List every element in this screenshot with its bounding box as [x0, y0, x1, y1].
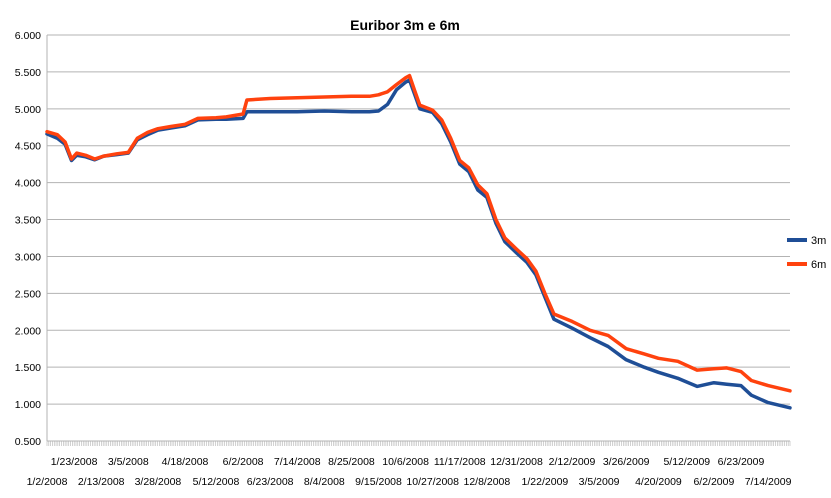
x-tick-label: 4/20/2009: [635, 476, 682, 488]
x-tick-label: 10/6/2008: [382, 456, 429, 468]
x-tick-label: 9/15/2008: [355, 476, 402, 488]
x-tick-label: 12/31/2008: [490, 456, 543, 468]
y-tick-label: 3.000: [15, 251, 41, 263]
x-tick-label: 3/5/2008: [108, 456, 149, 468]
x-tick-label: 1/23/2008: [51, 456, 98, 468]
x-tick-label: 6/23/2009: [718, 456, 765, 468]
x-tick-label: 6/2/2008: [223, 456, 264, 468]
legend-label-3m: 3m: [811, 235, 826, 247]
y-tick-label: 5.500: [15, 67, 41, 79]
x-tick-label: 1/22/2009: [522, 476, 569, 488]
x-tick-label: 11/17/2008: [434, 456, 486, 468]
y-tick-label: 2.500: [15, 288, 41, 300]
y-tick-label: 2.000: [15, 325, 41, 337]
grid-lines: [47, 34, 790, 442]
x-tick-label: 1/2/2008: [27, 476, 68, 488]
x-tick-label: 4/18/2008: [162, 456, 209, 468]
x-tick-label: 8/25/2008: [328, 456, 375, 468]
y-tick-label: 6.000: [15, 30, 41, 42]
x-tick-label: 10/27/2008: [406, 476, 459, 488]
y-tick-label: 5.000: [15, 104, 41, 116]
x-tick-label: 12/8/2008: [464, 476, 511, 488]
y-tick-label: 3.500: [15, 215, 41, 227]
x-tick-label: 3/28/2008: [135, 476, 182, 488]
y-tick-label: 1.500: [15, 362, 41, 374]
x-tick-label: 3/26/2009: [603, 456, 650, 468]
x-tick-label: 3/5/2009: [579, 476, 620, 488]
y-tick-label: 1.000: [15, 399, 41, 411]
y-tick-label: 4.500: [15, 141, 41, 153]
legend: 3m 6m: [787, 235, 826, 271]
y-tick-label: 4.000: [15, 178, 41, 190]
x-tick-label: 2/12/2009: [549, 456, 596, 468]
y-tick-label: 0.500: [15, 436, 41, 448]
series-line-6m: [45, 73, 792, 393]
legend-label-6m: 6m: [811, 259, 826, 271]
x-tick-label: 6/2/2009: [693, 476, 734, 488]
x-tick-label: 2/13/2008: [78, 476, 125, 488]
chart-title: Euribor 3m e 6m: [350, 17, 460, 33]
x-tick-label: 5/12/2009: [663, 456, 710, 468]
axes: 0.500 1.000 1.500 2.000 2.500 3.000 3.500 4.000…: [15, 30, 792, 488]
x-tick-label: 5/12/2008: [193, 476, 240, 488]
x-tick-label: 7/14/2008: [274, 456, 321, 468]
x-tick-label: 6/23/2008: [247, 476, 294, 488]
x-tick-label: 7/14/2009: [745, 476, 792, 488]
series-lines: [45, 73, 792, 410]
x-tick-label: 8/4/2008: [304, 476, 345, 488]
